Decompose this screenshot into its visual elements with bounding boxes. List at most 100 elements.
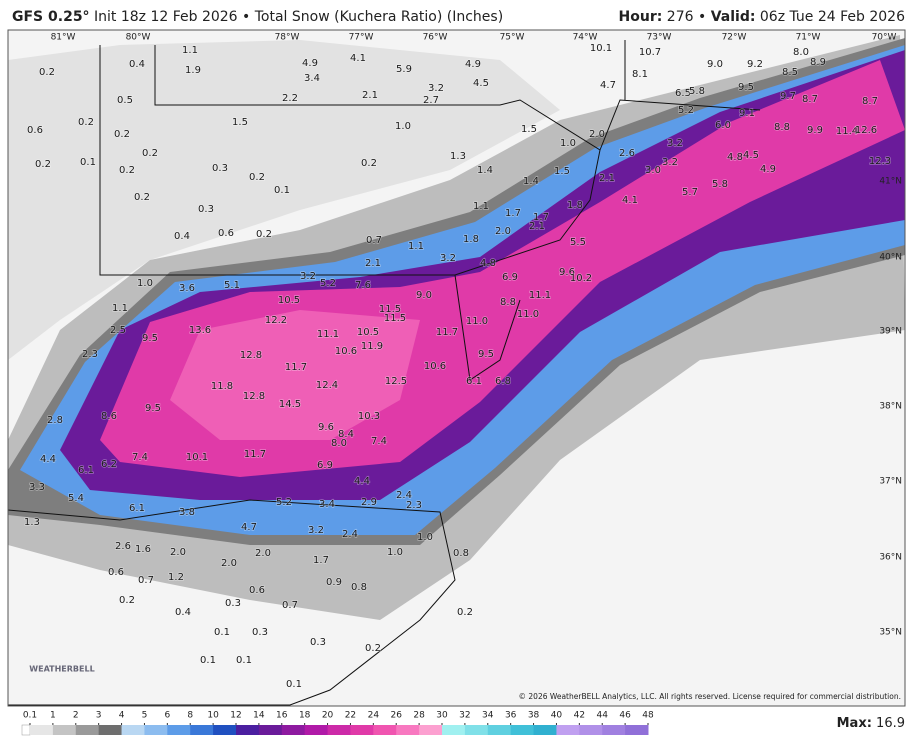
colorbar-segment	[350, 725, 374, 735]
snow-amount-label: 2.5	[110, 325, 126, 336]
snow-amount-label: 6.1	[78, 465, 94, 476]
snow-amount-label: 11.1	[317, 329, 339, 340]
snow-amount-label: 1.0	[387, 547, 403, 558]
colorbar-segment	[464, 725, 489, 735]
colorbar-segment	[442, 725, 466, 735]
colorbar-segment	[144, 725, 168, 735]
snow-amount-label: 2.1	[529, 221, 545, 232]
snow-amount-label: 0.2	[361, 158, 377, 169]
snow-amount-label: 1.3	[450, 151, 466, 162]
colorbar-segment	[281, 725, 306, 735]
snow-amount-label: 9.0	[416, 290, 432, 301]
snow-amount-label: 9.6	[559, 267, 575, 278]
snow-amount-label: 0.3	[310, 637, 326, 648]
snow-amount-label: 8.0	[793, 47, 809, 58]
snow-amount-label: 4.1	[350, 53, 366, 64]
snow-amount-label: 4.1	[622, 195, 638, 206]
map-area	[7, 29, 906, 707]
snow-amount-label: 1.1	[112, 303, 128, 314]
snow-amount-label: 1.5	[554, 166, 570, 177]
snow-amount-label: 3.2	[667, 138, 683, 149]
state-border	[454, 40, 761, 381]
header-valid: Hour: 276 • Valid: 06z Tue 24 Feb 2026	[619, 9, 906, 25]
snow-amount-label: 6.2	[101, 459, 117, 470]
snow-amount-label: 8.0	[331, 438, 347, 449]
snow-amount-label: 0.4	[129, 59, 145, 70]
snow-amount-label: 9.5	[142, 333, 158, 344]
longitude-label: 78°W	[275, 33, 300, 43]
snow-amount-label: 9.1	[739, 108, 755, 119]
snow-amount-label: 11.0	[466, 316, 488, 327]
snow-amount-label: 1.7	[533, 212, 549, 223]
snow-amount-label: 1.9	[185, 65, 201, 76]
logo: WEATHERBELL	[29, 665, 94, 674]
longitude-label: 80°W	[126, 33, 151, 43]
snow-amount-label: 0.3	[225, 598, 241, 609]
snow-amount-label: 13.6	[189, 325, 211, 336]
longitude-label: 73°W	[647, 33, 672, 43]
snow-amount-label: 11.7	[244, 449, 266, 460]
snow-amount-label: 8.5	[782, 67, 798, 78]
snow-amount-label: 12.3	[869, 156, 891, 167]
colorbar-segment	[625, 725, 649, 735]
max-number: 16.9	[876, 716, 905, 731]
snow-amount-label: 10.3	[358, 411, 380, 422]
colorbar-segment	[304, 725, 329, 735]
colorbar-tick-label: 6	[164, 711, 170, 721]
colorbar-tick-label: 16	[276, 711, 288, 721]
snow-amount-label: 12.6	[855, 125, 877, 136]
colorbar-segment	[556, 725, 580, 735]
snow-amount-label: 4.8	[727, 152, 743, 163]
snow-amount-label: 6.5	[675, 88, 691, 99]
longitude-label: 71°W	[796, 33, 821, 43]
longitude-label: 72°W	[722, 33, 747, 43]
snow-amount-label: 2.0	[589, 129, 605, 140]
snow-amount-label: 8.7	[802, 94, 818, 105]
snow-amount-label: 0.2	[134, 192, 150, 203]
snow-amount-label: 9.5	[145, 403, 161, 414]
latitude-label: 37°N	[879, 477, 902, 487]
snow-amount-label: 11.4	[836, 126, 858, 137]
snow-amount-label: 6.8	[495, 376, 511, 387]
snow-amount-label: 6.0	[715, 120, 731, 131]
snow-amount-label: 0.8	[453, 548, 469, 559]
colorbar-tick-label: 34	[482, 711, 494, 721]
snow-amount-label: 8.4	[338, 429, 354, 440]
colorbar-segment	[52, 725, 77, 735]
snow-amount-label: 5.1	[224, 280, 240, 291]
snow-amount-label: 6.1	[466, 376, 482, 387]
snow-amount-label: 0.2	[256, 229, 272, 240]
snow-amount-label: 12.5	[385, 376, 407, 387]
colorbar-segment	[30, 725, 54, 735]
snow-amount-label: 2.8	[47, 415, 63, 426]
snow-amount-label: 0.2	[35, 159, 51, 170]
snow-amount-label: 10.5	[357, 327, 379, 338]
longitude-label: 75°W	[500, 33, 525, 43]
longitude-label: 74°W	[573, 33, 598, 43]
snow-amount-label: 11.9	[361, 341, 383, 352]
snow-amount-label: 5.5	[570, 237, 586, 248]
snow-amount-label: 3.2	[662, 157, 678, 168]
snow-amount-label: 10.7	[639, 47, 661, 58]
copyright: © 2026 WeatherBELL Analytics, LLC. All r…	[519, 692, 901, 701]
snow-amount-label: 8.6	[101, 411, 117, 422]
snow-amount-label: 10.6	[424, 361, 446, 372]
snow-amount-label: 11.0	[517, 309, 539, 320]
colorbar-segment	[579, 725, 603, 735]
snow-amount-label: 11.1	[529, 290, 551, 301]
colorbar-tick-label: 4	[119, 711, 125, 721]
snow-amount-label: 3.0	[645, 165, 661, 176]
snow-amount-label: 4.5	[473, 78, 489, 89]
snow-amount-label: 2.0	[221, 558, 237, 569]
snow-amount-label: 8.1	[632, 69, 648, 80]
colorbar-tick-label: 40	[551, 711, 563, 721]
snow-amount-label: 1.2	[168, 572, 184, 583]
snow-amount-label: 0.8	[351, 582, 367, 593]
colorbar-tick-label: 48	[642, 711, 654, 721]
snow-amount-label: 1.0	[137, 278, 153, 289]
snow-amount-label: 3.6	[179, 283, 195, 294]
snow-amount-label: 3.2	[300, 271, 316, 282]
snow-amount-label: 0.6	[249, 585, 265, 596]
snow-amount-label: 0.7	[282, 600, 298, 611]
